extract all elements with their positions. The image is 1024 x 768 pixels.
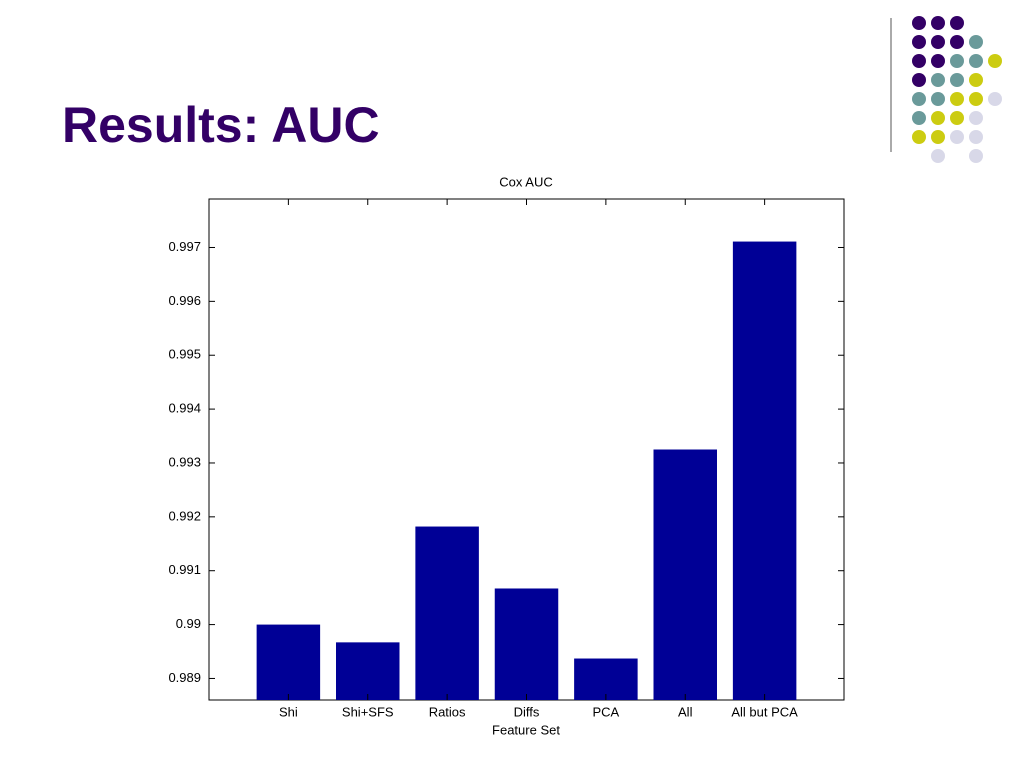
dot: [931, 35, 945, 49]
bar: [574, 658, 638, 700]
x-tick-label: PCA: [593, 704, 620, 719]
dot: [969, 54, 983, 68]
dot: [988, 54, 1002, 68]
chart-title: Cox AUC: [499, 174, 552, 189]
dot: [969, 130, 983, 144]
bar: [415, 526, 479, 700]
x-tick-label: Shi: [279, 704, 298, 719]
y-tick-label: 0.994: [168, 401, 201, 416]
x-tick-label: All but PCA: [731, 704, 798, 719]
y-tick-label: 0.99: [176, 616, 201, 631]
dot: [931, 73, 945, 87]
bar: [336, 642, 400, 700]
dot: [931, 54, 945, 68]
y-tick-label: 0.997: [168, 239, 201, 254]
slide-title: Results: AUC: [62, 97, 380, 153]
dot: [969, 35, 983, 49]
x-tick-label: Ratios: [429, 704, 466, 719]
dot: [912, 92, 926, 106]
dot: [912, 35, 926, 49]
dot: [950, 111, 964, 125]
bar: [256, 624, 321, 700]
x-tick-label: All: [678, 704, 693, 719]
dot: [950, 92, 964, 106]
dot: [969, 149, 983, 163]
y-tick-label: 0.995: [168, 347, 201, 362]
dot: [950, 54, 964, 68]
dot: [969, 111, 983, 125]
dot: [912, 111, 926, 125]
dot: [950, 130, 964, 144]
dot: [912, 16, 926, 30]
dot: [931, 111, 945, 125]
dot: [912, 130, 926, 144]
y-tick-label: 0.992: [168, 508, 201, 523]
bar: [732, 241, 797, 701]
dot: [931, 92, 945, 106]
x-tick-label: Diffs: [514, 704, 540, 719]
y-tick-label: 0.989: [168, 670, 201, 685]
dot: [950, 73, 964, 87]
bar: [653, 449, 717, 700]
dot: [969, 73, 983, 87]
bar: [494, 588, 559, 700]
dot: [912, 73, 926, 87]
dot: [931, 130, 945, 144]
decoration: [912, 16, 1002, 163]
x-tick-label: Shi+SFS: [342, 704, 394, 719]
dot: [931, 149, 945, 163]
dot: [912, 54, 926, 68]
dot: [988, 92, 1002, 106]
y-tick-label: 0.991: [168, 562, 201, 577]
x-axis-label: Feature Set: [492, 722, 560, 737]
dot: [969, 92, 983, 106]
y-tick-label: 0.993: [168, 454, 201, 469]
dot: [931, 16, 945, 30]
dot: [950, 16, 964, 30]
dot: [950, 35, 964, 49]
y-tick-label: 0.996: [168, 293, 201, 308]
